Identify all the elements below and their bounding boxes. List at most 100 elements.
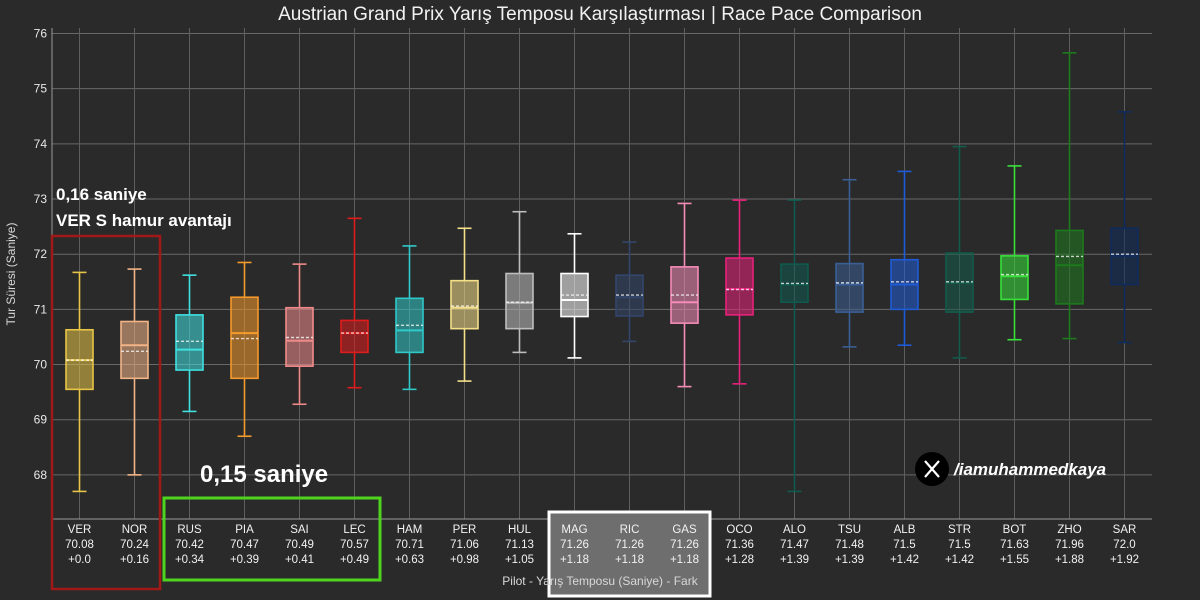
gap-label: +1.88 — [1055, 554, 1084, 566]
box-hul — [505, 210, 534, 354]
pace-label: 70.24 — [120, 539, 149, 551]
driver-code-label: TSU — [838, 524, 861, 536]
box-lec — [340, 217, 369, 389]
highlight-ver-nor-group — [50, 234, 162, 591]
y-tick-label: 70 — [34, 358, 48, 372]
highlight-layer — [50, 234, 712, 598]
gap-label: +1.39 — [780, 554, 809, 566]
gap-label: +0.63 — [395, 554, 424, 566]
pace-label: 71.26 — [670, 539, 699, 551]
driver-code-label: ALO — [783, 524, 806, 536]
box-str — [945, 145, 974, 359]
pace-label: 70.71 — [395, 539, 424, 551]
driver-code-label: PIA — [235, 524, 254, 536]
driver-code-label: ZHO — [1057, 524, 1081, 536]
pace-label: 70.47 — [230, 539, 259, 551]
box-oco — [725, 199, 754, 385]
pace-label: 71.36 — [725, 539, 754, 551]
x-axis-title: Pilot - Yarış Temposu (Saniye) - Fark — [502, 574, 698, 588]
driver-code-label: RUS — [177, 524, 202, 536]
box-alb — [890, 170, 919, 347]
gap-label: +1.18 — [560, 554, 589, 566]
box-iqr — [505, 272, 534, 330]
pace-label: 71.5 — [948, 539, 970, 551]
box-ric — [615, 241, 644, 343]
y-tick-label: 75 — [34, 82, 48, 96]
driver-code-label: SAR — [1113, 524, 1137, 536]
y-axis-title: Tur Süresi (Saniye) — [4, 223, 18, 326]
box-pia — [230, 261, 259, 438]
box-iqr — [1055, 229, 1084, 305]
box-ver — [65, 271, 94, 493]
box-iqr — [725, 257, 754, 316]
gap-label: +1.42 — [945, 554, 974, 566]
driver-code-label: PER — [453, 524, 477, 536]
driver-code-label: OCO — [726, 524, 752, 536]
pace-label: 71.63 — [1000, 539, 1029, 551]
y-tick-label: 76 — [34, 27, 48, 41]
gap-label: +0.98 — [450, 554, 479, 566]
box-iqr — [1000, 255, 1029, 301]
gap-label: +1.55 — [1000, 554, 1029, 566]
ver-advantage-gap-label: 0,16 saniye — [56, 185, 147, 204]
box-zho — [1055, 52, 1084, 340]
y-tick-label: 74 — [34, 137, 48, 151]
pace-label: 71.26 — [615, 539, 644, 551]
pace-label: 71.13 — [505, 539, 534, 551]
gap-label: +0.34 — [175, 554, 205, 566]
pace-label: 70.57 — [340, 539, 369, 551]
driver-code-label: BOT — [1003, 524, 1027, 536]
box-mag — [560, 232, 589, 359]
box-nor — [120, 268, 149, 476]
watermark-handle: /iamuhammedkaya — [953, 460, 1106, 479]
gap-label: +0.41 — [285, 554, 314, 566]
box-layer — [65, 52, 1139, 493]
box-iqr — [120, 320, 149, 380]
driver-code-label: HAM — [397, 524, 423, 536]
pace-label: 71.96 — [1055, 539, 1084, 551]
plot-area — [52, 28, 1152, 519]
pace-label: 71.47 — [780, 539, 809, 551]
driver-code-label: MAG — [561, 524, 587, 536]
driver-code-label: ALB — [894, 524, 916, 536]
watermark: /iamuhammedkaya — [915, 452, 1106, 486]
y-tick-label: 71 — [34, 302, 48, 316]
highlight-green-group — [162, 496, 382, 582]
pace-label: 71.26 — [560, 539, 589, 551]
gap-label: +0.0 — [68, 554, 91, 566]
gap-label: +1.92 — [1110, 554, 1139, 566]
box-rus — [175, 274, 204, 413]
gap-label: +1.39 — [835, 554, 864, 566]
gap-label: +1.05 — [505, 554, 534, 566]
pace-label: 70.49 — [285, 539, 314, 551]
driver-code-label: VER — [68, 524, 92, 536]
pace-label: 71.5 — [893, 539, 915, 551]
gap-label: +0.39 — [230, 554, 259, 566]
pace-label: 71.48 — [835, 539, 864, 551]
gap-label: +1.42 — [890, 554, 919, 566]
ver-advantage-tyre-label: VER S hamur avantajı — [56, 211, 232, 230]
box-iqr — [230, 296, 259, 380]
box-iqr — [835, 262, 864, 313]
box-iqr — [340, 319, 369, 354]
gap-label: +1.28 — [725, 554, 754, 566]
gap-label: +1.18 — [615, 554, 644, 566]
y-tick-label: 69 — [34, 413, 48, 427]
chart-title: Austrian Grand Prix Yarış Temposu Karşıl… — [278, 4, 922, 25]
label-layer: 68 69 70 71 72 73 74 75 76 VER 70.08 +0.0 NOR 70.24 +0… — [34, 27, 1139, 566]
driver-code-label: GAS — [672, 524, 697, 536]
highlight-white-group — [547, 510, 712, 598]
box-sai — [285, 263, 314, 406]
box-bot — [1000, 165, 1029, 341]
driver-code-label: LEC — [343, 524, 365, 536]
pace-label: 70.42 — [175, 539, 204, 551]
box-ham — [395, 245, 424, 391]
pace-label: 70.08 — [65, 539, 94, 551]
y-tick-label: 73 — [34, 192, 48, 206]
box-alo — [780, 199, 809, 493]
driver-code-label: RIC — [620, 524, 640, 536]
box-iqr — [450, 279, 479, 330]
box-iqr — [175, 314, 204, 371]
